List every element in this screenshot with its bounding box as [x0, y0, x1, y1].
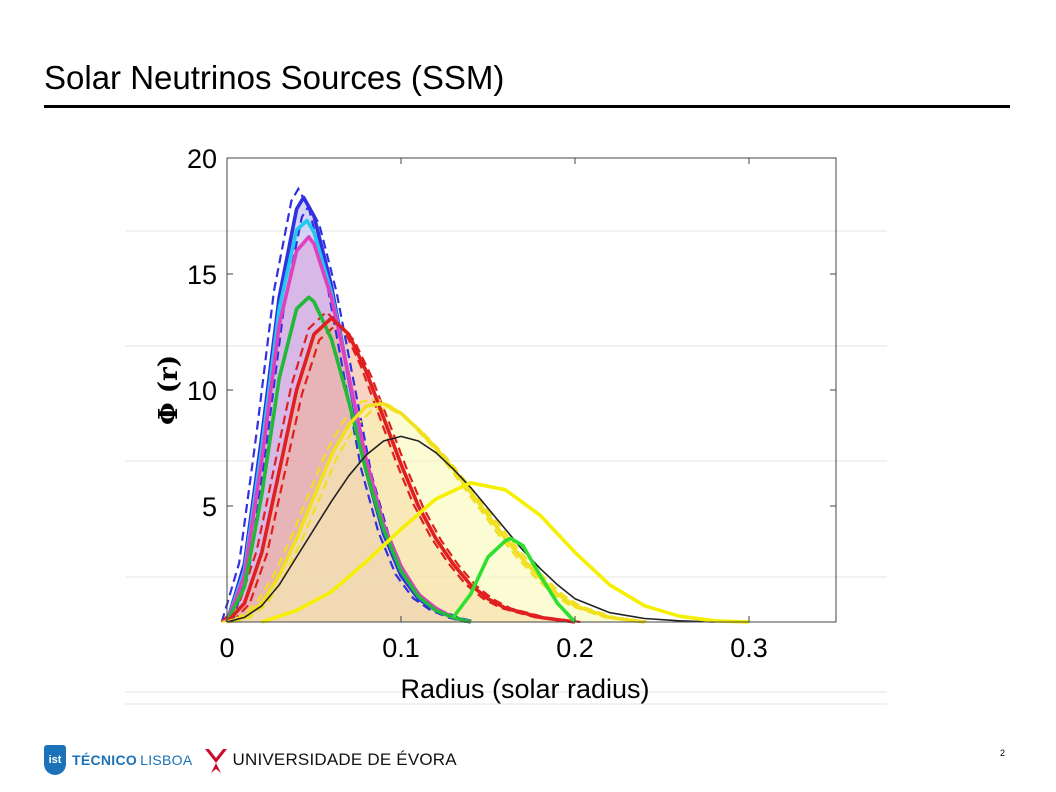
series-5-band-lower: [220, 310, 570, 624]
y-tick-label: 20: [187, 144, 217, 174]
y-tick-label: 15: [187, 260, 217, 290]
background-gridlines: [125, 230, 887, 705]
x-tick-label: 0: [219, 633, 234, 663]
series-8-line: [261, 481, 750, 624]
axis-ticks: 0 0.1 0.2 0.3 5 10 15 20: [187, 144, 836, 663]
footer-logos: ist TÉCNICO LISBOA UNIVERSIDADE DE ÉVORA: [44, 742, 457, 778]
series-lines: [225, 195, 750, 624]
evora-emblem-icon: [204, 749, 227, 773]
x-tick-label: 0.1: [382, 633, 420, 663]
y-tick-label: 5: [202, 492, 217, 522]
y-tick-label: 10: [187, 376, 217, 406]
series-5-band-upper: [231, 322, 581, 624]
x-axis-label: Radius (solar radius): [400, 674, 649, 704]
page-number: 2: [1000, 748, 1006, 758]
title-divider: [44, 105, 1010, 108]
series-4-line: [225, 295, 472, 624]
tecnico-shield-icon: ist: [44, 745, 66, 775]
x-tick-label: 0.2: [556, 633, 594, 663]
series-9-line: [451, 536, 577, 624]
series-5-line: [225, 316, 576, 624]
y-axis-label: Φ (r): [154, 355, 184, 425]
series-7-line: [226, 435, 715, 623]
slide-title: Solar Neutrinos Sources (SSM): [44, 59, 505, 96]
x-tick-label: 0.3: [730, 633, 768, 663]
universidade-evora-logo: UNIVERSIDADE DE ÉVORA: [232, 750, 457, 769]
tecnico-lisboa-logo: TÉCNICO LISBOA: [72, 752, 193, 768]
